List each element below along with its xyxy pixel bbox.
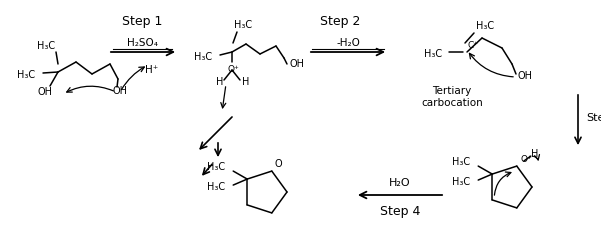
Text: H₃C: H₃C	[207, 182, 225, 192]
Text: H₃C: H₃C	[234, 20, 252, 30]
Text: H⁺: H⁺	[145, 65, 159, 75]
Text: O⁺: O⁺	[521, 155, 532, 163]
Text: H₃C: H₃C	[207, 162, 225, 172]
Text: C⁺: C⁺	[467, 41, 478, 50]
Text: H: H	[531, 149, 538, 159]
Text: Step 4: Step 4	[380, 205, 420, 218]
Text: OH: OH	[518, 71, 533, 81]
Text: H₃C: H₃C	[194, 52, 212, 62]
Text: OH: OH	[37, 87, 52, 97]
Text: OH: OH	[289, 59, 304, 69]
Text: OH: OH	[112, 86, 127, 96]
Text: H₃C: H₃C	[452, 177, 470, 187]
Text: Step3: Step3	[586, 113, 601, 123]
Text: H₃C: H₃C	[424, 49, 442, 59]
Text: O: O	[275, 159, 282, 169]
Text: H₃C: H₃C	[452, 157, 470, 167]
Text: H₃C: H₃C	[37, 41, 55, 51]
Text: H₃C: H₃C	[17, 70, 35, 80]
Text: Step 2: Step 2	[320, 16, 360, 29]
Text: H₃C: H₃C	[476, 21, 494, 31]
Text: H₂O: H₂O	[389, 178, 411, 188]
Text: O⁺: O⁺	[227, 65, 239, 74]
Text: H₂SO₄: H₂SO₄	[127, 38, 159, 48]
Text: Step 1: Step 1	[122, 16, 162, 29]
Text: H: H	[242, 77, 249, 87]
Text: H: H	[216, 77, 224, 87]
Text: Tertiary
carbocation: Tertiary carbocation	[421, 86, 483, 108]
Text: -H₂O: -H₂O	[336, 38, 360, 48]
